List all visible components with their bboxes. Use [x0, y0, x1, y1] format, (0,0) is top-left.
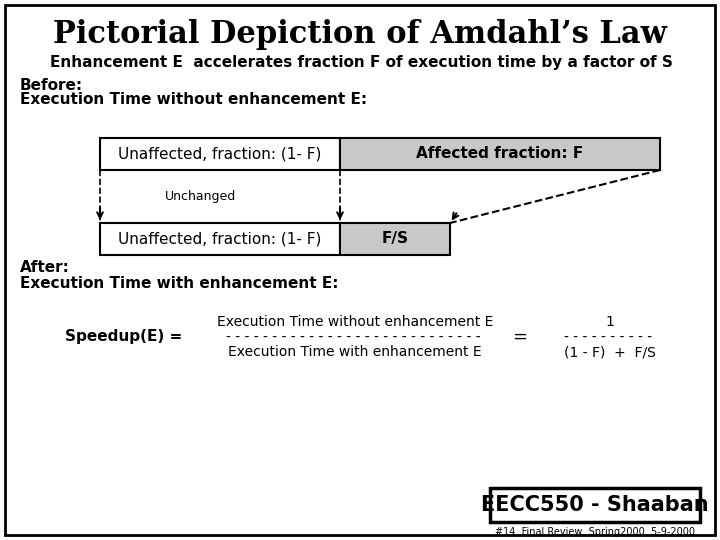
Text: (1 - F)  +  F/S: (1 - F) + F/S [564, 345, 656, 359]
Text: Enhancement E  accelerates fraction F of execution time by a factor of S: Enhancement E accelerates fraction F of … [50, 56, 673, 71]
Bar [490, 488, 700, 522]
Text: - - - - - - - - - - - - - - - - - - - - - - - - - - - -: - - - - - - - - - - - - - - - - - - - - … [225, 330, 485, 344]
Text: Execution Time without enhancement E: Execution Time without enhancement E [217, 315, 493, 329]
Text: After:: After: [20, 260, 70, 275]
Text: F/S: F/S [382, 232, 408, 246]
Text: Unchanged: Unchanged [164, 190, 235, 203]
Bar [100, 138, 340, 170]
Text: EECC550 - Shaaban: EECC550 - Shaaban [481, 495, 708, 515]
Text: Speedup(E) =: Speedup(E) = [65, 329, 182, 345]
Text: - - - - - - - - - -: - - - - - - - - - - [564, 330, 656, 344]
Bar [100, 223, 340, 255]
Text: #14  Final Review  Spring2000  5-9-2000: #14 Final Review Spring2000 5-9-2000 [495, 527, 695, 537]
Text: Unaffected, fraction: (1- F): Unaffected, fraction: (1- F) [118, 146, 322, 161]
Text: Execution Time with enhancement E: Execution Time with enhancement E [228, 345, 482, 359]
Text: Before:: Before: [20, 78, 83, 92]
Text: Unaffected, fraction: (1- F): Unaffected, fraction: (1- F) [118, 232, 322, 246]
Text: Affected fraction: F: Affected fraction: F [416, 146, 584, 161]
Text: 1: 1 [606, 315, 614, 329]
Bar [340, 223, 450, 255]
Text: Execution Time without enhancement E:: Execution Time without enhancement E: [20, 92, 367, 107]
Bar [340, 138, 660, 170]
Text: Pictorial Depiction of Amdahl’s Law: Pictorial Depiction of Amdahl’s Law [53, 19, 667, 51]
Text: =: = [513, 328, 528, 346]
Text: Execution Time with enhancement E:: Execution Time with enhancement E: [20, 275, 338, 291]
